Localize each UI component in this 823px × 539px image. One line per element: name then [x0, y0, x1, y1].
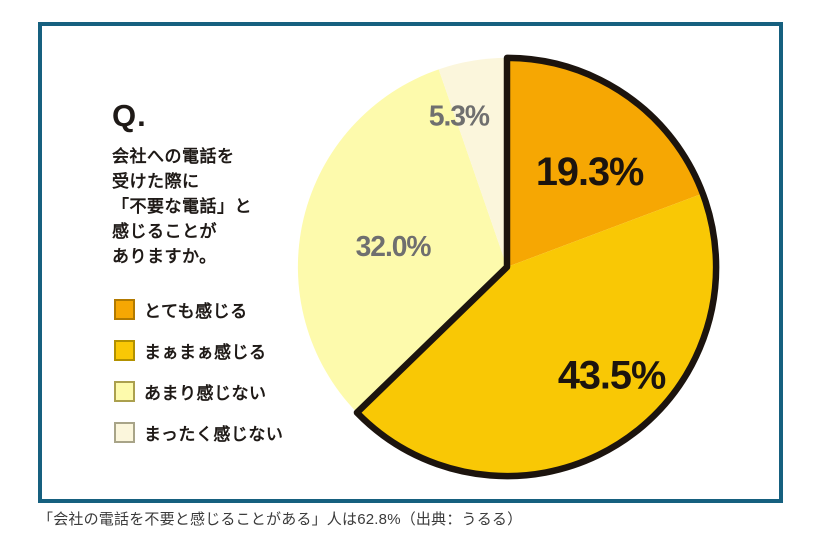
- legend: とても感じる まぁまぁ感じる あまり感じない まったく感じない: [114, 298, 283, 462]
- source-caption: 「会社の電話を不要と感じることがある」人は62.8%（出典：うるる）: [38, 511, 523, 528]
- pie-slice-3: [438, 57, 507, 267]
- legend-label-2: あまり感じない: [144, 383, 267, 403]
- pie-chart: 19.3% 43.5% 32.0% 5.3%: [297, 54, 720, 480]
- pie-label-0: 19.3%: [536, 150, 644, 194]
- legend-swatch-3: [114, 421, 135, 443]
- legend-item-1: まぁまぁ感じる: [114, 339, 283, 362]
- pie-slice-1: [356, 193, 717, 477]
- pie-slice-2: [297, 69, 507, 413]
- pie-label-3: 5.3%: [429, 99, 490, 131]
- legend-label-0: とても感じる: [144, 301, 248, 321]
- legend-swatch-2: [114, 380, 135, 402]
- question-line: 「不要な電話」と: [112, 197, 252, 216]
- question-line: 受けた際に: [112, 172, 200, 191]
- question-heading: Q.: [112, 98, 147, 133]
- question-text: 会社への電話を 受けた際に 「不要な電話」と 感じることが ありますか。: [112, 144, 252, 269]
- legend-label-3: まったく感じない: [144, 424, 284, 444]
- legend-item-0: とても感じる: [114, 298, 283, 321]
- question-block: Q. 会社への電話を 受けた際に 「不要な電話」と 感じることが ありますか。: [112, 98, 252, 269]
- pie-label-1: 43.5%: [558, 354, 666, 398]
- legend-item-3: まったく感じない: [114, 421, 284, 444]
- question-line: 会社への電話を: [112, 147, 235, 166]
- legend-swatch-1: [114, 339, 135, 361]
- chart-frame: Q. 会社への電話を 受けた際に 「不要な電話」と 感じることが ありますか。 …: [38, 22, 783, 503]
- pie-outline: [353, 54, 720, 480]
- pie-slice-0: [507, 57, 703, 267]
- question-line: 感じることが: [112, 222, 217, 241]
- pie-label-2: 32.0%: [356, 230, 432, 262]
- legend-item-2: あまり感じない: [114, 380, 283, 403]
- legend-swatch-0: [114, 298, 135, 320]
- legend-label-1: まぁまぁ感じる: [144, 342, 267, 362]
- question-line: ありますか。: [112, 247, 217, 266]
